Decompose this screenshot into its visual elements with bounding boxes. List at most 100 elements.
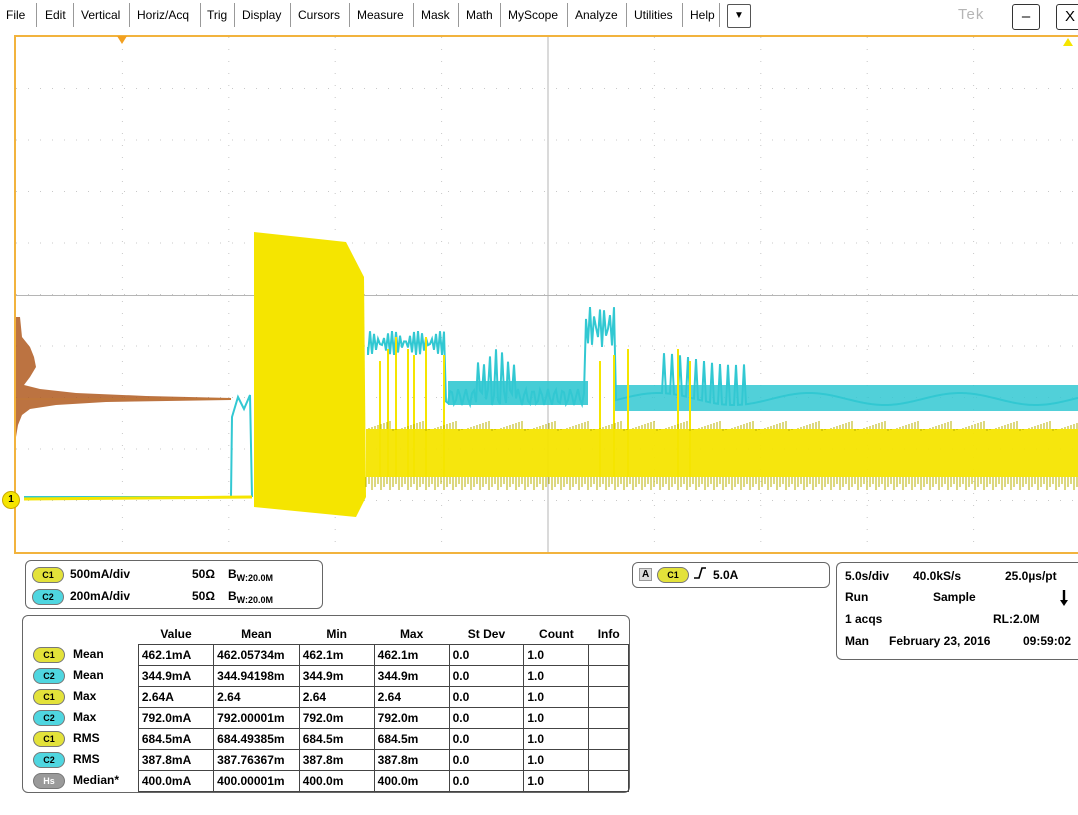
measurement-mean: 792.00001m [213,707,300,729]
measurement-name: Median* [73,773,120,787]
measurement-row[interactable]: C1 Max 2.64A 2.64 2.64 2.64 0.0 1.0 [33,686,629,708]
menu-measure[interactable]: Measure [357,8,404,22]
measurement-info [588,728,629,750]
measurement-row[interactable]: Hs Median* 400.0mA 400.00001m 400.0m 400.0m 0.… [33,770,629,792]
ch1-waveform-band [366,429,1078,477]
menu-separator [458,3,459,27]
close-button[interactable]: X [1056,4,1078,30]
graticule [16,37,1078,552]
ch2-waveform-band [448,381,588,405]
rising-edge-icon [693,566,707,583]
measurement-row[interactable]: C2 Max 792.0mA 792.00001m 792.0m 792.0m 0.0 1.0 [33,707,629,729]
measurement-name: Mean [73,647,104,661]
measurement-max: 684.5m [373,728,450,750]
ch1-baseline [23,495,253,501]
menu-math[interactable]: Math [466,8,493,22]
menu-edit[interactable]: Edit [45,8,66,22]
measurement-info [588,707,629,729]
measurement-label: C2 Mean [33,666,138,687]
menu-help[interactable]: Help [690,8,715,22]
channel-pill: C1 [33,731,65,747]
acquisition-state: Run [845,590,869,604]
measurement-stdev: 0.0 [448,707,525,729]
measurement-max: 462.1m [373,644,450,666]
menu-horiz-acq[interactable]: Horiz/Acq [137,8,190,22]
waveform-display[interactable] [14,35,1078,554]
menu-separator [129,3,130,27]
measurement-mean: 387.76367m [213,749,300,771]
ch2-waveform-band [614,385,1078,411]
menu-bar: File Edit Vertical Horiz/Acq Trig Displa… [0,0,1078,33]
measurement-stdev: 0.0 [448,770,525,792]
minimize-button[interactable]: – [1012,4,1040,30]
trigger-level: 5.0A [713,568,739,582]
ch2-bandwidth: BW:20.0M [228,589,274,605]
single-shot-icon [1059,588,1069,611]
measurement-max: 387.8m [373,749,450,771]
menu-cursors[interactable]: Cursors [298,8,341,22]
menu-utilities[interactable]: Utilities [634,8,673,22]
minimize-icon: – [1021,8,1031,25]
ch1-pill: C1 [32,567,64,583]
menu-separator [567,3,568,27]
measurement-value: 462.1mA [137,644,215,666]
menu-analyze[interactable]: Analyze [575,8,618,22]
trigger-panel[interactable]: A C1 5.0A [632,562,830,588]
measurement-max: 400.0m [373,770,450,792]
measurement-mean: 2.64 [213,686,300,708]
ch1-burst [254,232,366,517]
time: 09:59:02 [1023,634,1072,648]
menu-vertical[interactable]: Vertical [81,8,121,22]
measurement-max: 2.64 [373,686,450,708]
measurement-row[interactable]: C1 Mean 462.1mA 462.05734m 462.1m 462.1m 0.0 1.… [33,644,629,666]
measurement-value: 400.0mA [137,770,215,792]
menu-file[interactable]: File [6,8,26,22]
measurement-row[interactable]: C1 RMS 684.5mA 684.49385m 684.5m 684.5m 0.0 1.0 [33,728,629,750]
menu-mask[interactable]: Mask [421,8,450,22]
menu-overflow-button[interactable]: ▼ [727,4,751,28]
ch1-ground-marker[interactable]: 1 [2,491,20,509]
measurement-mean: 400.00001m [213,770,300,792]
measurement-count: 1.0 [523,749,590,771]
header-value: Value [160,627,192,641]
acquisition-count: 1 acqs [845,612,883,626]
measurement-name: Max [73,710,97,724]
measurement-count: 1.0 [523,728,590,750]
measurement-row[interactable]: C2 Mean 344.9mA 344.94198m 344.9m 344.9m 0.0 1.… [33,665,629,687]
menu-display[interactable]: Display [242,8,282,22]
channel-pill: C1 [33,647,65,663]
measurement-count: 1.0 [523,644,590,666]
channel-pill: Hs [33,773,65,789]
measurement-value: 684.5mA [137,728,215,750]
measurement-count: 1.0 [523,770,590,792]
trigger-position-icon[interactable] [117,36,127,44]
measurement-value: 344.9mA [137,665,215,687]
measurement-count: 1.0 [523,665,590,687]
header-count: Count [539,627,574,641]
channel-pill: C1 [33,689,65,705]
measurement-info [588,749,629,771]
measurement-info [588,686,629,708]
menu-trig[interactable]: Trig [207,8,228,22]
menu-separator [349,3,350,27]
channel-pill: C2 [33,668,65,684]
channel-scale-panel[interactable]: C1 500mA/div 50Ω BW:20.0M C2 200mA/div 5… [25,560,323,609]
ch1-spikes [379,337,691,477]
menu-separator [290,3,291,27]
close-icon: X [1064,8,1075,25]
measurement-row[interactable]: C2 RMS 387.8mA 387.76367m 387.8m 387.8m 0.0 1.0 [33,749,629,771]
channel-pill: C2 [33,710,65,726]
measurement-info [588,770,629,792]
measurement-header-row: Value Mean Min Max St Dev Count Info [33,624,629,645]
measurement-panel[interactable]: Value Mean Min Max St Dev Count Info C1 M… [22,615,630,793]
trigger-level-icon[interactable] [1063,38,1073,46]
ch2-pill: C2 [32,589,64,605]
measurement-min: 344.9m [298,665,375,687]
menu-separator [413,3,414,27]
tek-logo: Tek [958,6,985,23]
trigger-source-letter: A [639,568,653,581]
measurement-stdev: 0.0 [448,686,525,708]
acquisition-panel[interactable]: 5.0s/div 40.0kS/s 25.0µs/pt Run Sample 1… [836,562,1078,660]
menu-myscope[interactable]: MyScope [508,8,559,22]
channel-pill: C2 [33,752,65,768]
